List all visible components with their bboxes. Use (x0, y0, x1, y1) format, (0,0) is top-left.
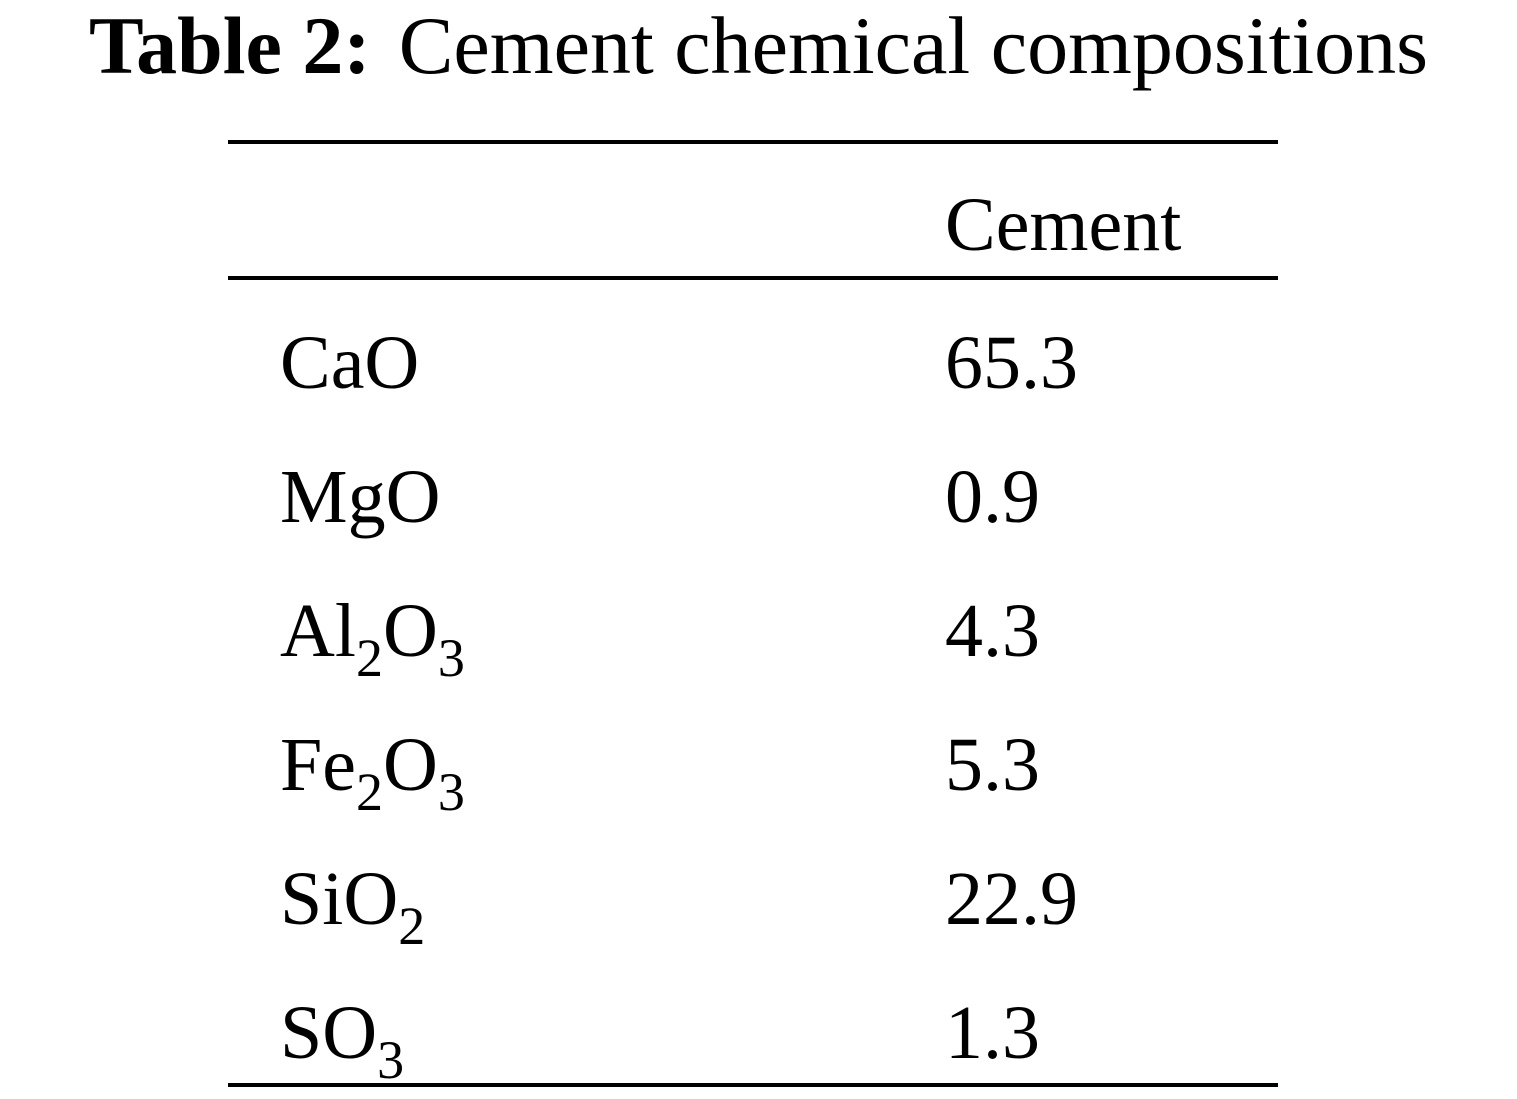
table-caption: Cement chemical compositions (398, 0, 1429, 91)
row-label: CaO (280, 318, 419, 408)
label-text: MgO (280, 455, 441, 539)
row-value: 65.3 (945, 321, 1078, 405)
row-value: 5.3 (945, 723, 1040, 807)
label-text: SiO (280, 857, 399, 941)
table-title: Table 2: Cement chemical compositions (0, 0, 1517, 92)
subscript: 2 (356, 762, 383, 822)
table-label: Table 2: (88, 0, 371, 91)
bottom-rule (228, 1083, 1278, 1087)
row-label: Fe2O3 (280, 720, 465, 822)
column-header: Cement (945, 183, 1182, 267)
label-text: CaO (280, 321, 420, 405)
label-text: O (383, 723, 438, 807)
row-label: MgO (280, 452, 440, 542)
subscript: 3 (437, 628, 465, 688)
subscript: 2 (356, 628, 383, 688)
row-value: 0.9 (945, 455, 1040, 539)
row-label: Al2O3 (280, 586, 465, 688)
label-text: O (383, 589, 438, 673)
row-value: 22.9 (945, 857, 1078, 941)
header-rule (228, 276, 1278, 280)
top-rule (228, 140, 1278, 144)
label-text: Al (280, 589, 356, 673)
subscript: 3 (377, 1030, 405, 1090)
row-label: SO3 (280, 988, 404, 1090)
row-value: 1.3 (945, 991, 1040, 1075)
row-value: 4.3 (945, 589, 1040, 673)
label-text: SO (280, 991, 378, 1075)
subscript: 2 (398, 896, 426, 956)
row-label: SiO2 (280, 854, 425, 956)
subscript: 3 (437, 762, 465, 822)
label-text: Fe (280, 723, 356, 807)
